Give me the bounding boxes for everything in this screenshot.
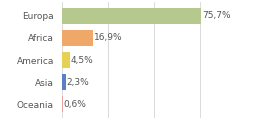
Text: 16,9%: 16,9%	[94, 33, 122, 42]
Text: 75,7%: 75,7%	[202, 11, 231, 20]
Text: 2,3%: 2,3%	[67, 78, 90, 87]
Bar	[62, 8, 202, 24]
Bar	[62, 74, 66, 90]
Bar	[62, 30, 93, 46]
Text: 0,6%: 0,6%	[64, 100, 87, 109]
Text: 4,5%: 4,5%	[71, 55, 94, 65]
Bar	[62, 96, 63, 112]
Bar	[62, 52, 70, 68]
